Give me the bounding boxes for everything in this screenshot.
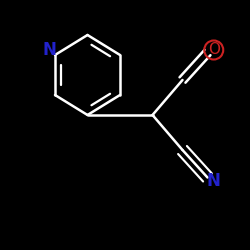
Text: N: N	[42, 41, 56, 59]
Text: N: N	[207, 172, 221, 190]
Text: O: O	[208, 42, 220, 58]
